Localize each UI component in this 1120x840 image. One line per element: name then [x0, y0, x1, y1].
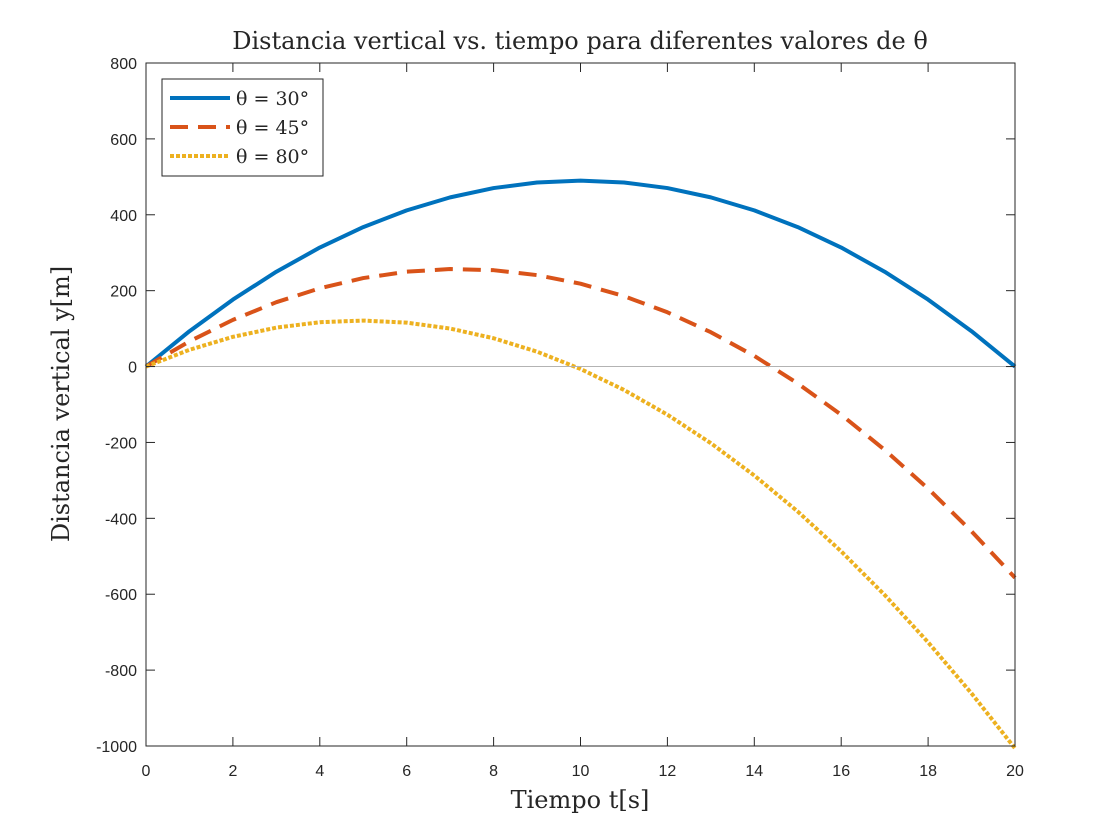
- y-tick-label: -1000: [96, 739, 137, 756]
- legend-label-series-3: θ = 80°: [236, 146, 309, 168]
- y-tick-label: -400: [105, 511, 137, 528]
- y-tick-label: 800: [110, 56, 137, 73]
- legend-label-series-1: θ = 30°: [236, 88, 309, 110]
- y-tick-label: -200: [105, 435, 137, 452]
- y-tick-label: 600: [110, 132, 137, 149]
- chart-title: Distancia vertical vs. tiempo para difer…: [232, 27, 928, 55]
- x-tick-label: 0: [142, 763, 151, 780]
- y-tick-label: -800: [105, 663, 137, 680]
- x-tick-label: 8: [489, 763, 498, 780]
- plot-area: [146, 63, 1015, 746]
- x-tick-label: 14: [745, 763, 763, 780]
- x-axis-label: Tiempo t[s]: [511, 786, 650, 814]
- series-line-3: [145, 318, 1017, 750]
- x-tick-label: 18: [919, 763, 937, 780]
- series-line-2: [144, 267, 1017, 580]
- y-tick-label: 0: [128, 360, 137, 377]
- x-tick-label: 4: [315, 763, 324, 780]
- y-axis-label: Distancia vertical y[m]: [47, 266, 75, 542]
- legend-label-series-2: θ = 45°: [236, 117, 309, 139]
- legend: θ = 30° θ = 45° θ = 80°: [161, 78, 324, 177]
- x-tick-label: 2: [228, 763, 237, 780]
- x-tick-label: 16: [832, 763, 850, 780]
- x-tick-label: 6: [402, 763, 411, 780]
- y-tick-label: 200: [110, 284, 137, 301]
- legend-box: [161, 78, 324, 177]
- y-tick-label: 400: [110, 208, 137, 225]
- x-tick-label: 20: [1006, 763, 1024, 780]
- tick-labels-group: 0 2 4 6 8 10 12 14 16 18 20 800 600 400 200 0 -200 -400 -6…: [96, 56, 1024, 780]
- series-group: [144, 178, 1017, 750]
- series-line-1: [144, 178, 1017, 369]
- ticks-group: [145, 62, 1016, 747]
- y-tick-label: -600: [105, 587, 137, 604]
- x-tick-label: 12: [659, 763, 677, 780]
- x-tick-label: 10: [572, 763, 590, 780]
